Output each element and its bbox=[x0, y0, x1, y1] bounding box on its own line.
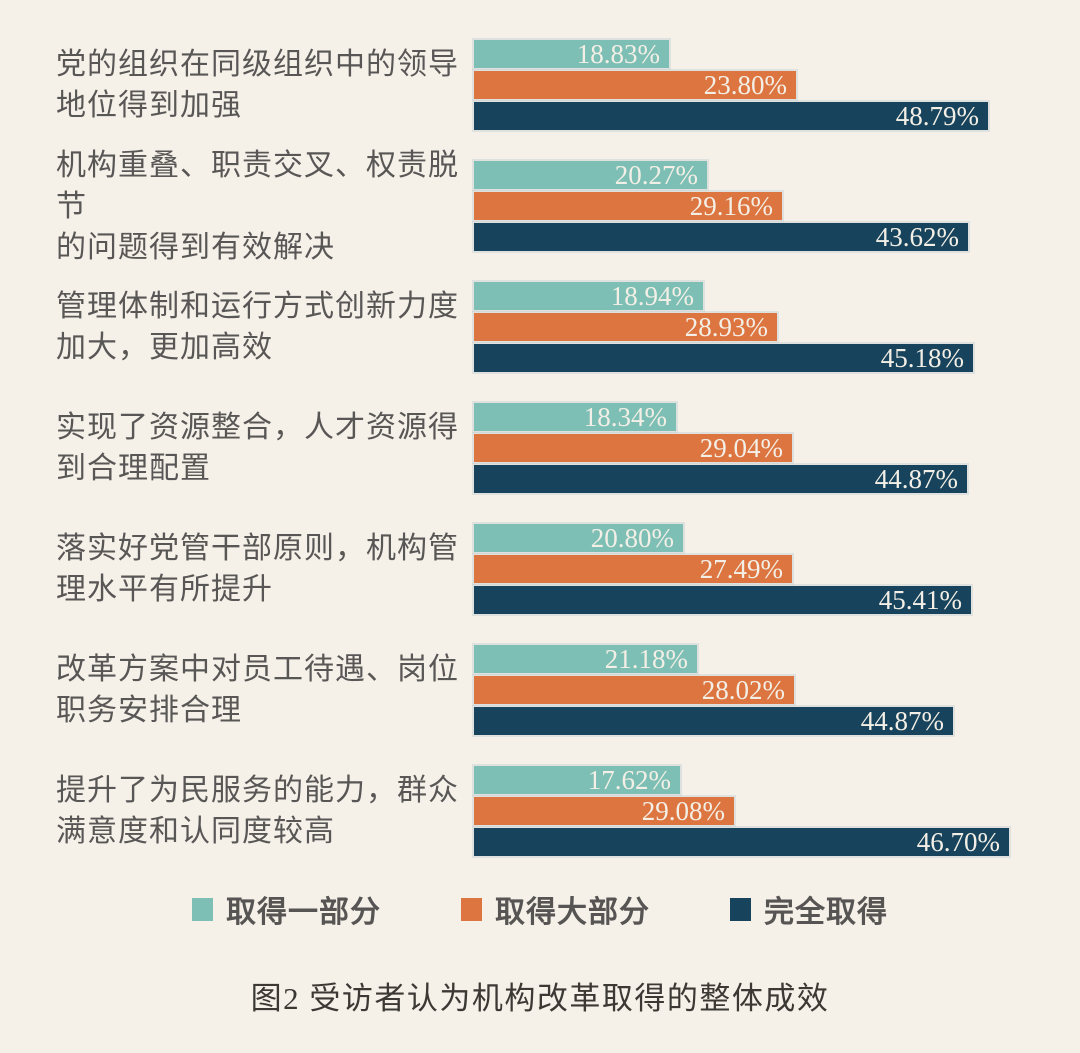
bar-group: 18.83% 23.80% 48.79% bbox=[474, 38, 1080, 131]
bar-mostly-achieved: 29.16% bbox=[474, 190, 782, 221]
bar-group: 18.94% 28.93% 45.18% bbox=[474, 280, 1080, 373]
category-label-line: 落实好党管干部原则，机构管 bbox=[56, 532, 459, 565]
legend-item-mostly-achieved: 取得大部分 bbox=[461, 887, 650, 931]
bar-value-label: 18.83% bbox=[576, 38, 660, 69]
bar-value-label: 46.70% bbox=[916, 826, 1000, 857]
bar-value-label: 21.18% bbox=[604, 643, 688, 674]
chart-row: 改革方案中对员工待遇、岗位 职务安排合理 21.18% 28.02% 44.87… bbox=[0, 643, 1080, 736]
category-label-line: 改革方案中对员工待遇、岗位 bbox=[56, 653, 459, 686]
bar-fully-achieved: 44.87% bbox=[474, 463, 967, 494]
chart-legend: 取得一部分 取得大部分 完全取得 bbox=[0, 887, 1080, 931]
legend-item-fully-achieved: 完全取得 bbox=[730, 887, 888, 931]
category-label-line: 加大，更加高效 bbox=[56, 331, 273, 364]
bar-value-label: 29.08% bbox=[641, 795, 725, 826]
bar-value-label: 45.41% bbox=[878, 584, 962, 615]
bar-value-label: 44.87% bbox=[860, 705, 944, 736]
bar-value-label: 28.93% bbox=[684, 311, 768, 342]
category-label: 提升了为民服务的能力，群众 满意度和认同度较高 bbox=[0, 766, 474, 856]
bar-group: 18.34% 29.04% 44.87% bbox=[474, 401, 1080, 494]
category-label: 党的组织在同级组织中的领导 地位得到加强 bbox=[0, 40, 474, 130]
legend-label: 取得大部分 bbox=[495, 896, 650, 929]
legend-label: 取得一部分 bbox=[226, 896, 381, 929]
chart-row: 管理体制和运行方式创新力度 加大，更加高效 18.94% 28.93% 45.1… bbox=[0, 280, 1080, 373]
bar-partially-achieved: 17.62% bbox=[474, 764, 680, 795]
category-label-line: 地位得到加强 bbox=[56, 89, 242, 122]
category-label-line: 党的组织在同级组织中的领导 bbox=[56, 48, 459, 81]
bar-partially-achieved: 20.27% bbox=[474, 159, 707, 190]
bar-value-label: 28.02% bbox=[701, 674, 785, 705]
bar-value-label: 29.16% bbox=[689, 190, 773, 221]
category-label-line: 满意度和认同度较高 bbox=[56, 815, 335, 848]
category-label: 机构重叠、职责交叉、权责脱节 的问题得到有效解决 bbox=[0, 149, 474, 264]
bar-value-label: 29.04% bbox=[699, 432, 783, 463]
category-label-line: 到合理配置 bbox=[56, 452, 211, 485]
category-label-line: 机构重叠、职责交叉、权责脱节 bbox=[56, 148, 459, 223]
bar-group: 21.18% 28.02% 44.87% bbox=[474, 643, 1080, 736]
chart-row: 机构重叠、职责交叉、权责脱节 的问题得到有效解决 20.27% 29.16% 4… bbox=[0, 149, 1080, 264]
bar-value-label: 43.62% bbox=[875, 221, 959, 252]
chart-row: 党的组织在同级组织中的领导 地位得到加强 18.83% 23.80% 48.79… bbox=[0, 38, 1080, 131]
bar-chart: 党的组织在同级组织中的领导 地位得到加强 18.83% 23.80% 48.79… bbox=[0, 38, 1080, 1016]
bar-group: 17.62% 29.08% 46.70% bbox=[474, 764, 1080, 857]
category-label-line: 理水平有所提升 bbox=[56, 573, 273, 606]
bar-mostly-achieved: 28.02% bbox=[474, 674, 794, 705]
bar-fully-achieved: 48.79% bbox=[474, 100, 988, 131]
bar-value-label: 48.79% bbox=[895, 100, 979, 131]
category-label-line: 的问题得到有效解决 bbox=[56, 230, 335, 264]
legend-swatch-navy bbox=[730, 897, 751, 921]
bar-group: 20.80% 27.49% 45.41% bbox=[474, 522, 1080, 615]
chart-row: 落实好党管干部原则，机构管 理水平有所提升 20.80% 27.49% 45.4… bbox=[0, 522, 1080, 615]
bar-partially-achieved: 18.94% bbox=[474, 280, 703, 311]
category-label: 管理体制和运行方式创新力度 加大，更加高效 bbox=[0, 282, 474, 372]
legend-label: 完全取得 bbox=[764, 896, 888, 929]
legend-swatch-orange bbox=[461, 897, 482, 921]
bar-partially-achieved: 20.80% bbox=[474, 522, 683, 553]
bar-value-label: 27.49% bbox=[699, 553, 783, 584]
bar-value-label: 44.87% bbox=[874, 463, 958, 494]
category-label: 落实好党管干部原则，机构管 理水平有所提升 bbox=[0, 524, 474, 614]
bar-value-label: 18.34% bbox=[583, 401, 667, 432]
bar-mostly-achieved: 28.93% bbox=[474, 311, 777, 342]
chart-caption: 图2 受访者认为机构改革取得的整体成效 bbox=[250, 981, 830, 1016]
bar-fully-achieved: 43.62% bbox=[474, 221, 968, 252]
bar-value-label: 45.18% bbox=[880, 342, 964, 373]
bar-partially-achieved: 18.34% bbox=[474, 401, 676, 432]
bar-fully-achieved: 44.87% bbox=[474, 705, 953, 736]
category-label-line: 实现了资源整合，人才资源得 bbox=[56, 411, 459, 444]
category-label: 实现了资源整合，人才资源得 到合理配置 bbox=[0, 403, 474, 493]
bar-mostly-achieved: 29.04% bbox=[474, 432, 792, 463]
bar-value-label: 20.27% bbox=[614, 159, 698, 190]
bar-partially-achieved: 21.18% bbox=[474, 643, 697, 674]
bar-fully-achieved: 46.70% bbox=[474, 826, 1009, 857]
bar-partially-achieved: 18.83% bbox=[474, 38, 669, 69]
bar-mostly-achieved: 23.80% bbox=[474, 69, 796, 100]
bar-fully-achieved: 45.41% bbox=[474, 584, 971, 615]
category-label: 改革方案中对员工待遇、岗位 职务安排合理 bbox=[0, 645, 474, 735]
bar-value-label: 17.62% bbox=[587, 764, 671, 795]
category-label-line: 职务安排合理 bbox=[56, 694, 242, 727]
chart-row: 提升了为民服务的能力，群众 满意度和认同度较高 17.62% 29.08% 46… bbox=[0, 764, 1080, 857]
bar-mostly-achieved: 27.49% bbox=[474, 553, 792, 584]
bar-value-label: 20.80% bbox=[590, 522, 674, 553]
bar-value-label: 18.94% bbox=[610, 280, 694, 311]
bar-mostly-achieved: 29.08% bbox=[474, 795, 734, 826]
chart-row: 实现了资源整合，人才资源得 到合理配置 18.34% 29.04% 44.87% bbox=[0, 401, 1080, 494]
bar-group: 20.27% 29.16% 43.62% bbox=[474, 159, 1080, 252]
legend-item-partially-achieved: 取得一部分 bbox=[192, 887, 381, 931]
category-label-line: 提升了为民服务的能力，群众 bbox=[56, 774, 459, 807]
category-label-line: 管理体制和运行方式创新力度 bbox=[56, 290, 459, 323]
legend-swatch-teal bbox=[192, 897, 213, 921]
bar-fully-achieved: 45.18% bbox=[474, 342, 973, 373]
bar-value-label: 23.80% bbox=[703, 69, 787, 100]
